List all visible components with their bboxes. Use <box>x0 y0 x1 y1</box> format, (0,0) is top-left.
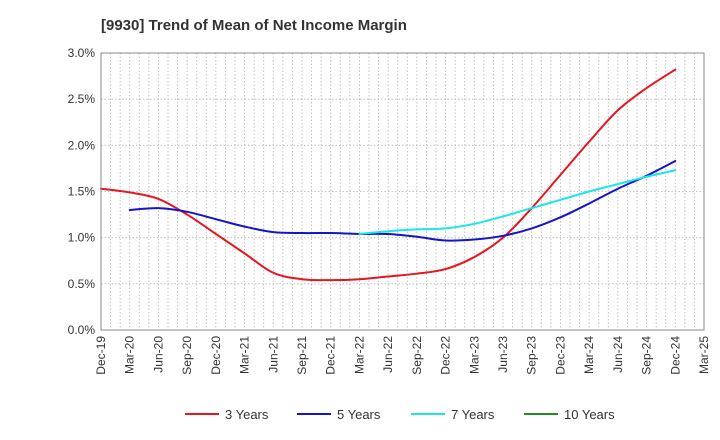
x-tick-label: Dec-21 <box>324 336 338 375</box>
x-tick-label: Mar-20 <box>123 336 137 374</box>
chart-title: [9930] Trend of Mean of Net Income Margi… <box>101 17 407 34</box>
grid-lines <box>101 53 704 330</box>
x-tick-label: Dec-20 <box>209 336 223 375</box>
x-tick-label: Sep-22 <box>410 336 424 375</box>
x-tick-label: Sep-24 <box>640 336 654 375</box>
x-tick-label: Mar-22 <box>352 336 366 374</box>
y-tick-label: 1.0% <box>68 231 96 245</box>
x-tick-label: Jun-21 <box>266 336 280 373</box>
x-tick-label: Dec-19 <box>94 336 108 375</box>
y-tick-label: 2.0% <box>68 138 96 152</box>
x-tick-label: Sep-23 <box>525 336 539 375</box>
x-tick-label: Dec-24 <box>668 336 682 375</box>
x-tick-label: Jun-24 <box>611 336 625 373</box>
legend-label-3-years: 3 Years <box>225 407 269 422</box>
y-tick-label: 3.0% <box>68 46 96 60</box>
x-tick-label: Mar-23 <box>467 336 481 374</box>
x-tick-label: Jun-20 <box>151 336 165 373</box>
x-tick-label: Jun-22 <box>381 336 395 373</box>
x-tick-label: Jun-23 <box>496 336 510 373</box>
y-tick-label: 0.0% <box>68 323 96 337</box>
legend-label-5-years: 5 Years <box>337 407 381 422</box>
x-tick-label: Sep-20 <box>180 336 194 375</box>
series-line-3-years <box>100 68 677 282</box>
x-tick-label: Dec-22 <box>439 336 453 375</box>
x-tick-label: Mar-21 <box>238 336 252 374</box>
x-tick-label: Mar-25 <box>697 336 711 374</box>
legend-label-10-years: 10 Years <box>564 407 615 422</box>
x-tick-label: Mar-24 <box>582 336 596 374</box>
series-lines <box>100 68 677 282</box>
series-line-5-years <box>128 160 677 242</box>
x-tick-label: Sep-21 <box>295 336 309 375</box>
y-tick-label: 2.5% <box>68 92 96 106</box>
y-tick-label: 0.5% <box>68 277 96 291</box>
plot-border <box>100 52 705 331</box>
y-tick-label: 1.5% <box>68 185 96 199</box>
y-axis: 0.0% 0.5% 1.0% 1.5% 2.0% 2.5% 3.0% <box>68 46 96 337</box>
legend-label-7-years: 7 Years <box>451 407 495 422</box>
legend: 3 Years 5 Years 7 Years 10 Years <box>185 407 615 422</box>
series-line-7-years <box>358 169 677 235</box>
x-axis: Dec-19 Mar-20 Jun-20 Sep-20 Dec-20 Mar-21 Jun-… <box>94 336 711 375</box>
x-tick-label: Dec-23 <box>553 336 567 375</box>
